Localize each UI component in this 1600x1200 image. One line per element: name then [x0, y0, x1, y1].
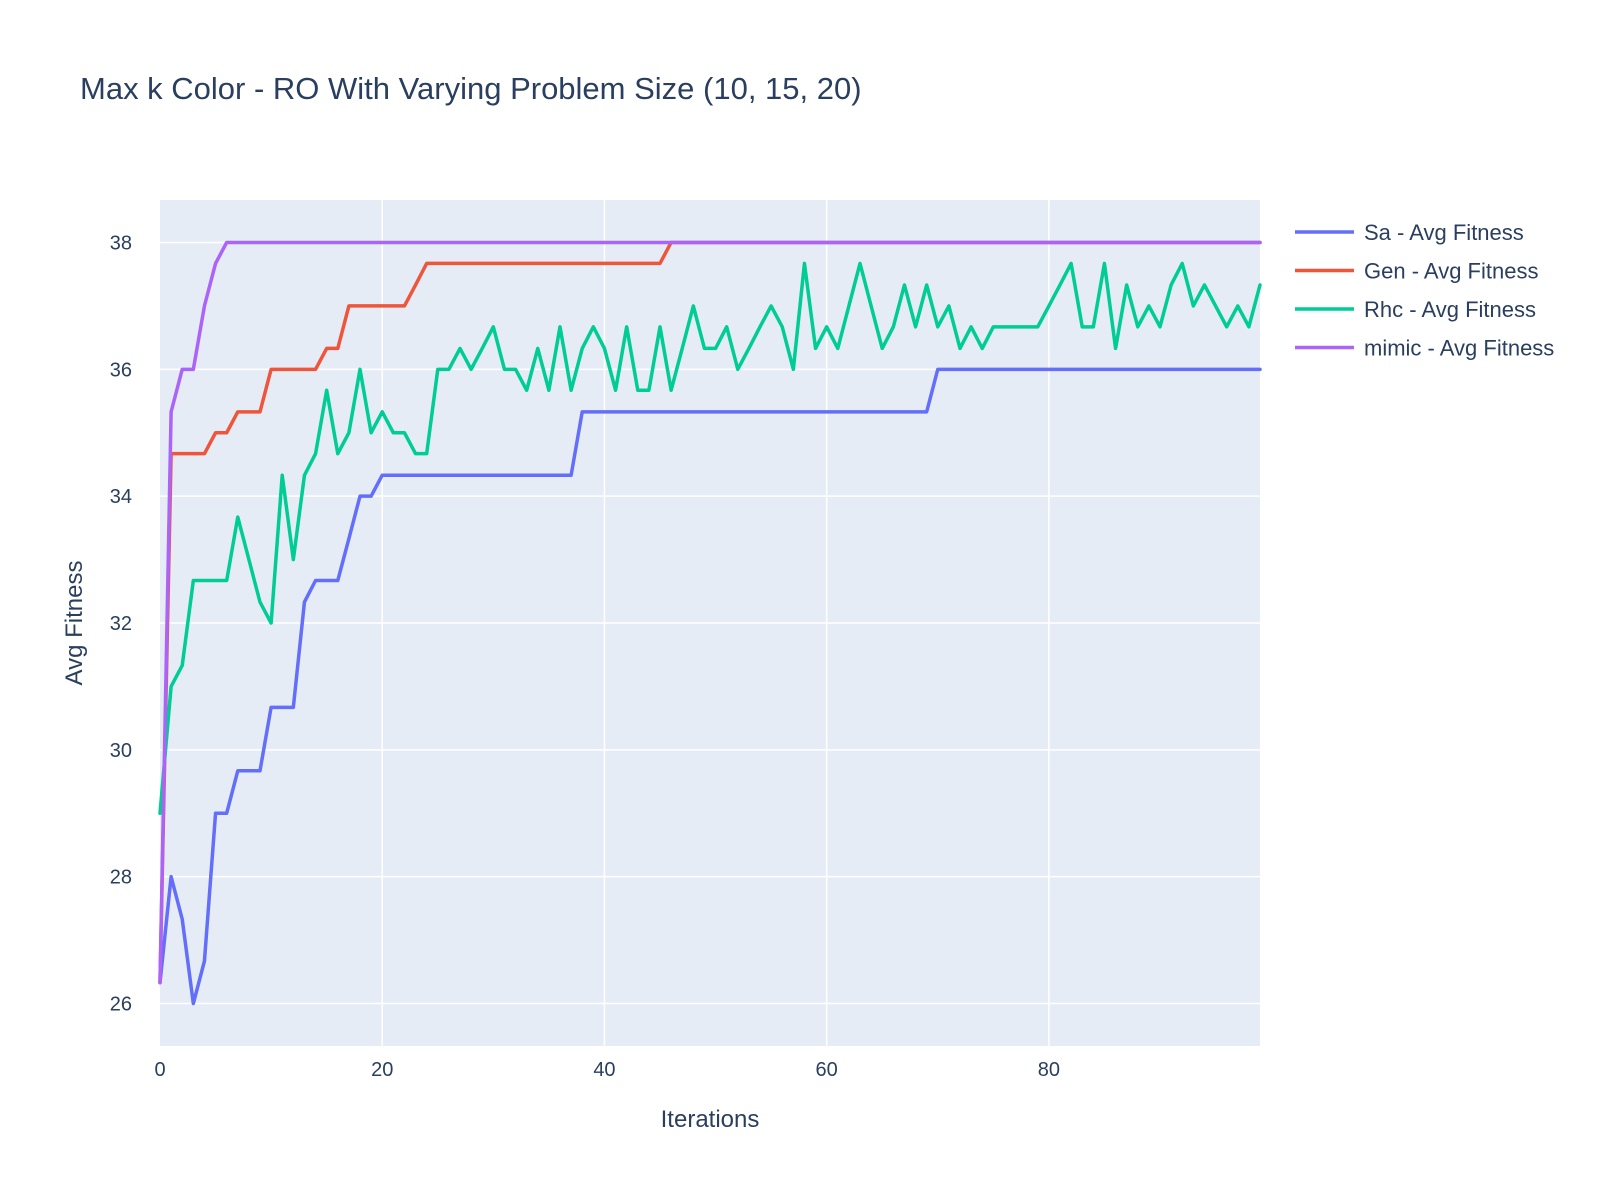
series-lines: [158, 240, 1262, 1006]
legend-label: Gen - Avg Fitness: [1364, 259, 1538, 284]
y-tick-label: 36: [110, 359, 132, 381]
legend-item[interactable]: Sa - Avg Fitness: [1295, 220, 1524, 245]
series-line-4: [158, 240, 1262, 985]
x-tick-label: 20: [371, 1059, 393, 1081]
legend-item[interactable]: Gen - Avg Fitness: [1295, 259, 1538, 284]
legend-label: Sa - Avg Fitness: [1364, 220, 1524, 245]
y-tick-label: 38: [110, 232, 132, 254]
x-tick-label: 0: [154, 1059, 165, 1081]
y-tick-label: 32: [110, 613, 132, 635]
y-axis-ticks: 26 28 30 32 34 36 38: [110, 232, 132, 1015]
legend-label: mimic - Avg Fitness: [1364, 336, 1554, 361]
x-tick-label: 40: [593, 1059, 615, 1081]
x-axis-title: Iterations: [661, 1106, 760, 1133]
y-tick-label: 34: [110, 486, 132, 508]
x-tick-label: 80: [1038, 1059, 1060, 1081]
legend-item[interactable]: Rhc - Avg Fitness: [1295, 297, 1536, 322]
chart-title: Max k Color - RO With Varying Problem Si…: [80, 71, 862, 106]
y-tick-label: 26: [110, 994, 132, 1016]
x-tick-label: 60: [816, 1059, 838, 1081]
series-line-3: [158, 261, 1262, 815]
y-axis-title: Avg Fitness: [61, 561, 88, 686]
x-axis-ticks: 0 20 40 60 80: [154, 1059, 1060, 1081]
legend: Sa - Avg Fitness Gen - Avg Fitness Rhc - A…: [1295, 220, 1554, 361]
y-tick-label: 28: [110, 867, 132, 889]
legend-label: Rhc - Avg Fitness: [1364, 297, 1536, 322]
y-tick-label: 30: [110, 740, 132, 762]
legend-item[interactable]: mimic - Avg Fitness: [1295, 336, 1554, 361]
series-line-1: [158, 367, 1262, 1006]
